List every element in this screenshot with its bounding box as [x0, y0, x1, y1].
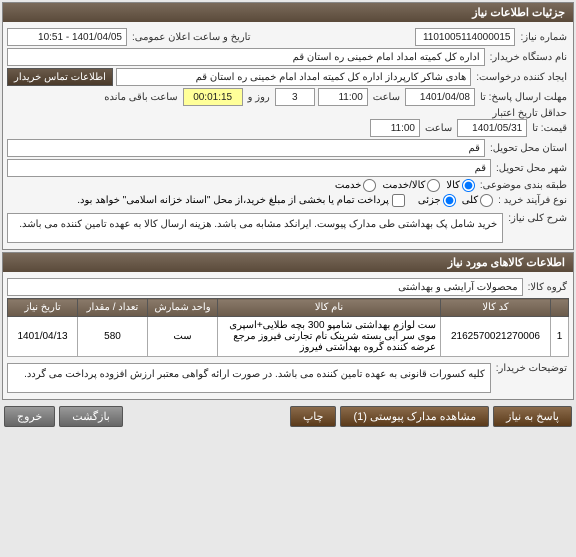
buyer-note-label: توضیحات خریدار: [494, 363, 569, 374]
cat-goods-label: کالا [446, 180, 460, 191]
time-label-2: ساعت [423, 123, 454, 134]
reply-button[interactable]: پاسخ به نیاز [493, 406, 572, 427]
valid-label2: قیمت: تا [530, 123, 569, 134]
goods-info-panel: اطلاعات کالاهای مورد نیاز گروه کالا: محص… [2, 252, 574, 400]
req-creator-label: ایجاد کننده درخواست: [474, 72, 569, 83]
cat-service-option[interactable]: کالا/خدمت [382, 179, 440, 192]
ann-dt-field: 1401/04/05 - 10:51 [7, 28, 127, 46]
cat-goods-radio[interactable] [462, 179, 475, 192]
need-no-field: 1101005114000015 [415, 28, 515, 46]
footer-bar: پاسخ به نیاز مشاهده مدارک پیوستی (1) چاپ… [0, 402, 576, 431]
deliv-city-field: قم [7, 159, 491, 177]
remain-label: ساعت باقی مانده [102, 92, 179, 103]
col-unit: واحد شمارش [148, 299, 218, 317]
buyer-org-field: اداره کل کمیته امداد امام خمینی ره استان… [7, 48, 485, 66]
group-label: گروه کالا: [526, 282, 569, 293]
need-details-panel: جزئیات اطلاعات نیاز شماره نیاز: 11010051… [2, 2, 574, 250]
pay-note-checkbox[interactable] [392, 194, 405, 207]
table-header-row: کد کالا نام کالا واحد شمارش تعداد / مقدا… [8, 299, 569, 317]
proc-type-label: نوع فرآیند خرید : [496, 195, 569, 206]
proc-a-radio[interactable] [480, 194, 493, 207]
days-count-field: 3 [275, 88, 315, 106]
buyer-note-field: کلیه کسورات قانونی به عهده تامین کننده م… [7, 363, 491, 393]
need-no-label: شماره نیاز: [518, 32, 569, 43]
goods-table: کد کالا نام کالا واحد شمارش تعداد / مقدا… [7, 298, 569, 357]
buyer-info-button[interactable]: اطلاعات تماس خریدار [7, 68, 113, 86]
valid-label: حداقل تاریخ اعتبار [490, 108, 569, 119]
docs-button[interactable]: مشاهده مدارک پیوستی (1) [340, 406, 489, 427]
col-name: نام کالا [218, 299, 441, 317]
back-button[interactable]: بازگشت [59, 406, 123, 427]
days-label: روز و [246, 92, 272, 103]
desc-field: خرید شامل پک بهداشتی طی مدارک پیوست. ایر… [7, 213, 503, 243]
cat-goods-option[interactable]: کالا [446, 179, 475, 192]
proc-a-label: کلی [462, 195, 478, 206]
valid-date-field: 1401/05/31 [457, 119, 527, 137]
cell-unit: ست [148, 317, 218, 357]
cat-label: طبقه بندی موضوعی: [478, 180, 569, 191]
col-idx [551, 299, 569, 317]
table-row[interactable]: 1 2162570021270006 ست لوازم بهداشتی شامپ… [8, 317, 569, 357]
pay-note-text: پرداخت تمام یا بخشی از مبلغ خرید،از محل … [77, 195, 389, 206]
cell-code: 2162570021270006 [441, 317, 551, 357]
col-qty: تعداد / مقدار [78, 299, 148, 317]
proc-b-label: جزئی [418, 195, 441, 206]
cell-idx: 1 [551, 317, 569, 357]
cell-name: ست لوازم بهداشتی شامپو 300 بچه طلایی+اسپ… [218, 317, 441, 357]
exit-button[interactable]: خروج [4, 406, 55, 427]
cat-other-option[interactable]: خدمت [335, 179, 377, 192]
deliv-city-label: شهر محل تحویل: [494, 163, 569, 174]
req-creator-field: هادی شاکر کارپرداز اداره کل کمیته امداد … [116, 68, 471, 86]
pay-note-wrap: پرداخت تمام یا بخشی از مبلغ خرید،از محل … [77, 194, 405, 207]
cat-other-label: خدمت [335, 180, 362, 191]
valid-time-field: 11:00 [370, 119, 420, 137]
group-field: محصولات آرایشی و بهداشتی [7, 278, 523, 296]
proc-radio-group: کلی جزئی [418, 194, 493, 207]
deadline-time-field: 11:00 [318, 88, 368, 106]
desc-label: شرح کلی نیاز: [506, 213, 569, 224]
remain-time-field: 00:01:15 [183, 88, 243, 106]
time-label-1: ساعت [371, 92, 402, 103]
cell-date: 1401/04/13 [8, 317, 78, 357]
col-code: کد کالا [441, 299, 551, 317]
col-date: تاریخ نیاز [8, 299, 78, 317]
buyer-org-label: نام دستگاه خریدار: [488, 52, 569, 63]
deliv-prov-field: قم [7, 139, 485, 157]
print-button[interactable]: چاپ [290, 406, 337, 427]
cat-radio-group: کالا کالا/خدمت خدمت [335, 179, 475, 192]
cat-service-radio[interactable] [427, 179, 440, 192]
proc-a-option[interactable]: کلی [462, 194, 493, 207]
cat-service-label: کالا/خدمت [382, 180, 425, 191]
deadline-label: مهلت ارسال پاسخ: تا [478, 92, 569, 103]
ann-dt-label: تاریخ و ساعت اعلان عمومی: [130, 32, 253, 43]
panel2-header: اطلاعات کالاهای مورد نیاز [3, 253, 573, 272]
cat-other-radio[interactable] [363, 179, 376, 192]
proc-b-radio[interactable] [443, 194, 456, 207]
panel1-header: جزئیات اطلاعات نیاز [3, 3, 573, 22]
deadline-date-field: 1401/04/08 [405, 88, 475, 106]
proc-b-option[interactable]: جزئی [418, 194, 456, 207]
deliv-prov-label: استان محل تحویل: [488, 143, 569, 154]
cell-qty: 580 [78, 317, 148, 357]
